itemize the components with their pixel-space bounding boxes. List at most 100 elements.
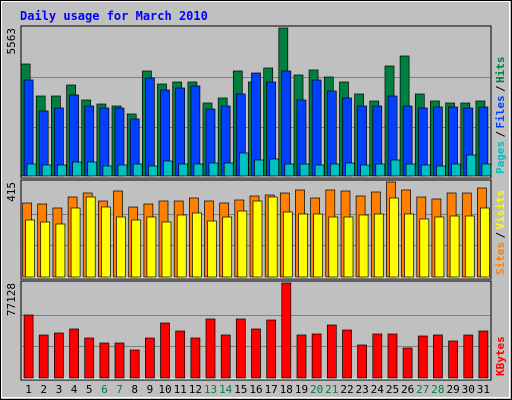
bar-visits [282, 211, 293, 278]
bar-kbytes [99, 342, 110, 379]
y-max-label: 415 [5, 182, 18, 202]
bar-pages [375, 163, 386, 177]
bar-visits [343, 216, 354, 278]
bar-visits [70, 207, 81, 278]
bar-visits [207, 220, 217, 278]
bar-pages [87, 161, 98, 177]
day-axis: 1 2 3 4 5 6 7 8 9 10 11 12 13 14 15 16 17 18 19 20 21 22 23 24 2… [25, 383, 490, 396]
bar-visits [449, 215, 460, 278]
day-label: 26 [401, 383, 414, 396]
bar-pages [451, 163, 461, 177]
bar-kbytes [23, 314, 34, 379]
bar-kbytes [190, 337, 201, 379]
bar-files [326, 90, 337, 177]
bar-visits [222, 216, 233, 278]
legend-separator: / [494, 131, 507, 138]
bar-visits [434, 216, 445, 278]
day-label: 20 [310, 383, 323, 396]
y-max-label: 5563 [5, 28, 18, 55]
day-label: 24 [371, 383, 385, 396]
day-label: 10 [158, 383, 171, 396]
bar-kbytes [433, 334, 443, 379]
bar-kbytes [205, 318, 216, 379]
day-label: 18 [280, 383, 293, 396]
day-label: 4 [71, 383, 78, 396]
bar-visits [40, 221, 51, 278]
bar-visits [389, 197, 399, 278]
day-label: 14 [219, 383, 233, 396]
bar-kbytes [160, 322, 170, 379]
bar-files [175, 87, 186, 177]
legend-separator: / [494, 85, 507, 92]
bar-pages [466, 154, 477, 177]
bar-pages [481, 163, 492, 177]
day-label: 31 [477, 383, 490, 396]
bar-pages [436, 165, 446, 177]
series-pages [26, 152, 492, 177]
bar-pages [193, 163, 204, 177]
day-label: 27 [416, 383, 429, 396]
bar-pages [178, 163, 189, 177]
bar-kbytes [114, 342, 125, 379]
bar-pages [329, 163, 340, 177]
bar-pages [420, 164, 431, 177]
day-label: 7 [116, 383, 123, 396]
day-label: 15 [234, 383, 247, 396]
chart-title: Daily usage for March 2010 [20, 9, 208, 23]
bar-pages [26, 163, 37, 177]
bar-kbytes [69, 328, 79, 379]
bar-pages [405, 163, 416, 177]
bar-pages [102, 165, 113, 177]
bar-pages [223, 162, 234, 177]
bar-kbytes [402, 347, 413, 379]
bar-kbytes [448, 340, 458, 379]
bar-kbytes [38, 334, 49, 379]
bar-visits [176, 214, 187, 278]
legend: Sites / Visits [494, 190, 507, 275]
bar-visits [55, 223, 66, 278]
bar-kbytes [54, 332, 64, 379]
bar-kbytes [311, 333, 322, 379]
bar-files [190, 85, 201, 177]
bar-kbytes [220, 334, 231, 379]
legend-item: Files [494, 95, 507, 128]
bar-files [145, 77, 155, 177]
bar-pages [238, 152, 249, 177]
bar-visits [313, 213, 323, 278]
day-label: 16 [249, 383, 262, 396]
bar-visits [116, 216, 126, 278]
bar-pages [390, 159, 401, 177]
day-label: 11 [174, 383, 187, 396]
bar-kbytes [145, 337, 155, 379]
legend-item: KBytes [494, 336, 507, 376]
bar-pages [208, 162, 219, 177]
day-label: 17 [265, 383, 278, 396]
bar-kbytes [326, 324, 337, 379]
panel-kbytes: 77128 KBytes [5, 280, 507, 381]
bar-pages [41, 164, 52, 177]
day-label: 23 [355, 383, 368, 396]
day-label: 5 [86, 383, 93, 396]
bar-kbytes [175, 330, 186, 379]
bar-kbytes [266, 319, 277, 379]
bar-kbytes [417, 335, 428, 379]
bar-pages [254, 159, 264, 177]
day-label: 3 [56, 383, 63, 396]
legend-item: Pages [494, 141, 507, 174]
bar-visits [267, 196, 278, 278]
bar-files [281, 70, 292, 177]
bar-visits [298, 213, 308, 278]
bar-pages [360, 164, 370, 177]
panel-sites-visits: 415 Sites / Visits [5, 179, 507, 280]
bar-kbytes [463, 334, 474, 379]
bar-kbytes [129, 349, 140, 379]
bar-kbytes [235, 318, 246, 379]
day-label: 12 [189, 383, 202, 396]
bar-pages [132, 163, 143, 177]
bar-kbytes [387, 333, 398, 379]
series-files [23, 70, 489, 177]
bar-pages [72, 161, 82, 177]
day-label: 28 [431, 383, 444, 396]
